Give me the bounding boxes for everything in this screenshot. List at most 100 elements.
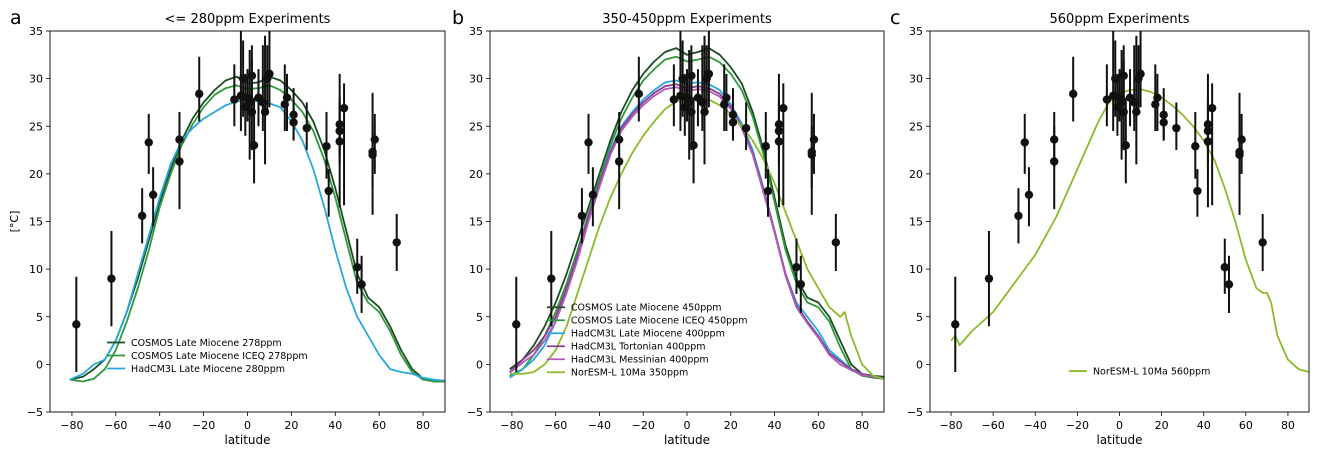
axes-frame <box>489 30 885 413</box>
legend-label: COSMOS Late Miocene 450ppm <box>571 303 722 314</box>
proxy-point <box>1207 103 1217 113</box>
proxy-point <box>689 141 698 150</box>
proxy-point <box>577 211 587 220</box>
proxy-point <box>1153 93 1162 102</box>
y-tick-label: 0 <box>916 358 923 371</box>
x-tick-label: −60 <box>544 419 567 432</box>
proxy-point <box>148 190 158 200</box>
proxy-point <box>1119 71 1128 80</box>
legend-label: NorESM-L 10Ma 560ppm <box>1093 367 1210 378</box>
x-tick-label: 40 <box>328 419 342 432</box>
legend-label: COSMOS Late Miocene ICEQ 450ppm <box>571 316 748 327</box>
proxy-point <box>1159 110 1168 120</box>
proxy-point <box>1119 107 1128 117</box>
x-tick-label: 40 <box>768 419 782 432</box>
proxy-point <box>302 123 311 133</box>
x-tick-label: −20 <box>1066 419 1089 432</box>
x-tick-label: 60 <box>1239 419 1253 432</box>
proxy-point <box>704 69 714 79</box>
proxy-point <box>72 320 81 329</box>
proxy-point <box>1172 123 1181 133</box>
x-axis-label: latitude <box>1096 433 1142 447</box>
legend-label: COSMOS Late Miocene ICEQ 278ppm <box>131 351 308 362</box>
proxy-point <box>258 98 268 107</box>
proxy-point <box>774 120 784 129</box>
x-tick-label: −60 <box>982 419 1005 432</box>
x-tick-label: 20 <box>284 419 298 432</box>
proxy-point <box>1068 89 1078 99</box>
proxy-point <box>728 110 738 120</box>
panel-c: c 560ppm Experiments −80 −60 −40 −20 0 20 40 60 80… <box>890 7 1310 447</box>
legend-label: NorESM-L 10Ma 350ppm <box>571 368 688 379</box>
legend-label: HadCM3L Late Miocene 280ppm <box>131 364 285 375</box>
proxy-point <box>1203 126 1213 136</box>
axes-frame <box>929 30 1310 413</box>
proxy-point <box>289 110 298 120</box>
proxy-point <box>1121 141 1131 150</box>
axes-frame <box>49 30 446 413</box>
proxy-point <box>1235 147 1244 157</box>
proxy-point <box>698 98 707 107</box>
series-group <box>509 47 884 380</box>
y-tick-label: 0 <box>36 358 43 371</box>
y-tick-label: 20 <box>469 168 483 181</box>
y-tick-label: 10 <box>909 263 923 276</box>
x-tick-label: −60 <box>104 419 127 432</box>
proxy-point <box>1108 91 1118 100</box>
y-tick-label: 35 <box>909 25 923 38</box>
proxy-point <box>614 135 624 144</box>
panel-title: <= 280ppm Experiments <box>165 12 331 27</box>
proxy-point <box>1203 137 1213 146</box>
proxy-point <box>1050 135 1059 144</box>
x-axis-label: latitude <box>224 433 270 447</box>
proxy-point <box>1130 98 1139 107</box>
y-tick-label: 20 <box>29 168 43 181</box>
y-tick-label: −5 <box>467 406 483 419</box>
proxy-point <box>335 137 344 146</box>
x-tick-label: −40 <box>588 419 611 432</box>
panel-letter: b <box>452 7 464 29</box>
proxy-point <box>392 238 401 247</box>
proxy-point <box>796 280 806 289</box>
proxy-point <box>1050 157 1059 166</box>
proxy-point <box>779 103 788 113</box>
y-tick-label: 20 <box>909 168 923 181</box>
proxy-point <box>1102 95 1112 104</box>
x-tick-label: −20 <box>192 419 215 432</box>
x-tick-label: −80 <box>500 419 523 432</box>
proxy-point <box>1220 263 1229 272</box>
proxy-point <box>195 89 204 99</box>
proxy-point <box>809 135 819 144</box>
proxy-point <box>335 126 344 136</box>
proxy-point <box>807 147 816 157</box>
y-tick-label: 25 <box>909 120 923 133</box>
panel-letter: c <box>890 7 900 29</box>
y-tick-label: 30 <box>469 73 483 86</box>
proxy-point <box>137 211 147 220</box>
x-tick-label: 80 <box>1281 419 1295 432</box>
proxy-point <box>230 95 239 104</box>
y-tick-label: 15 <box>29 216 43 229</box>
proxy-point <box>247 71 257 80</box>
proxy-point <box>1111 74 1120 83</box>
panel-a: a <= 280ppm Experiments −80 −60 −40 −20 0 20 40 6… <box>8 7 446 447</box>
proxy-point <box>741 123 751 133</box>
series-line <box>509 55 884 380</box>
proxy-point <box>107 274 116 283</box>
proxy-point <box>1193 186 1202 196</box>
x-tick-label: −80 <box>60 419 83 432</box>
y-tick-label: 35 <box>29 25 43 38</box>
series-group <box>69 75 445 383</box>
proxy-point <box>238 74 248 83</box>
proxy-point <box>687 71 696 80</box>
legend-label: HadCM3L Late Miocene 400ppm <box>571 329 725 340</box>
panel-b: b 350-450ppm Experiments −80 −60 −40 −20 0 20 40… <box>452 7 885 447</box>
proxy-point <box>1258 238 1267 247</box>
y-tick-label: 10 <box>469 263 483 276</box>
y-tick-label: 10 <box>29 263 43 276</box>
series-line <box>509 47 884 378</box>
proxy-point <box>1132 107 1141 117</box>
y-axis-label: [°C] <box>8 211 21 233</box>
proxy-point <box>951 320 960 329</box>
